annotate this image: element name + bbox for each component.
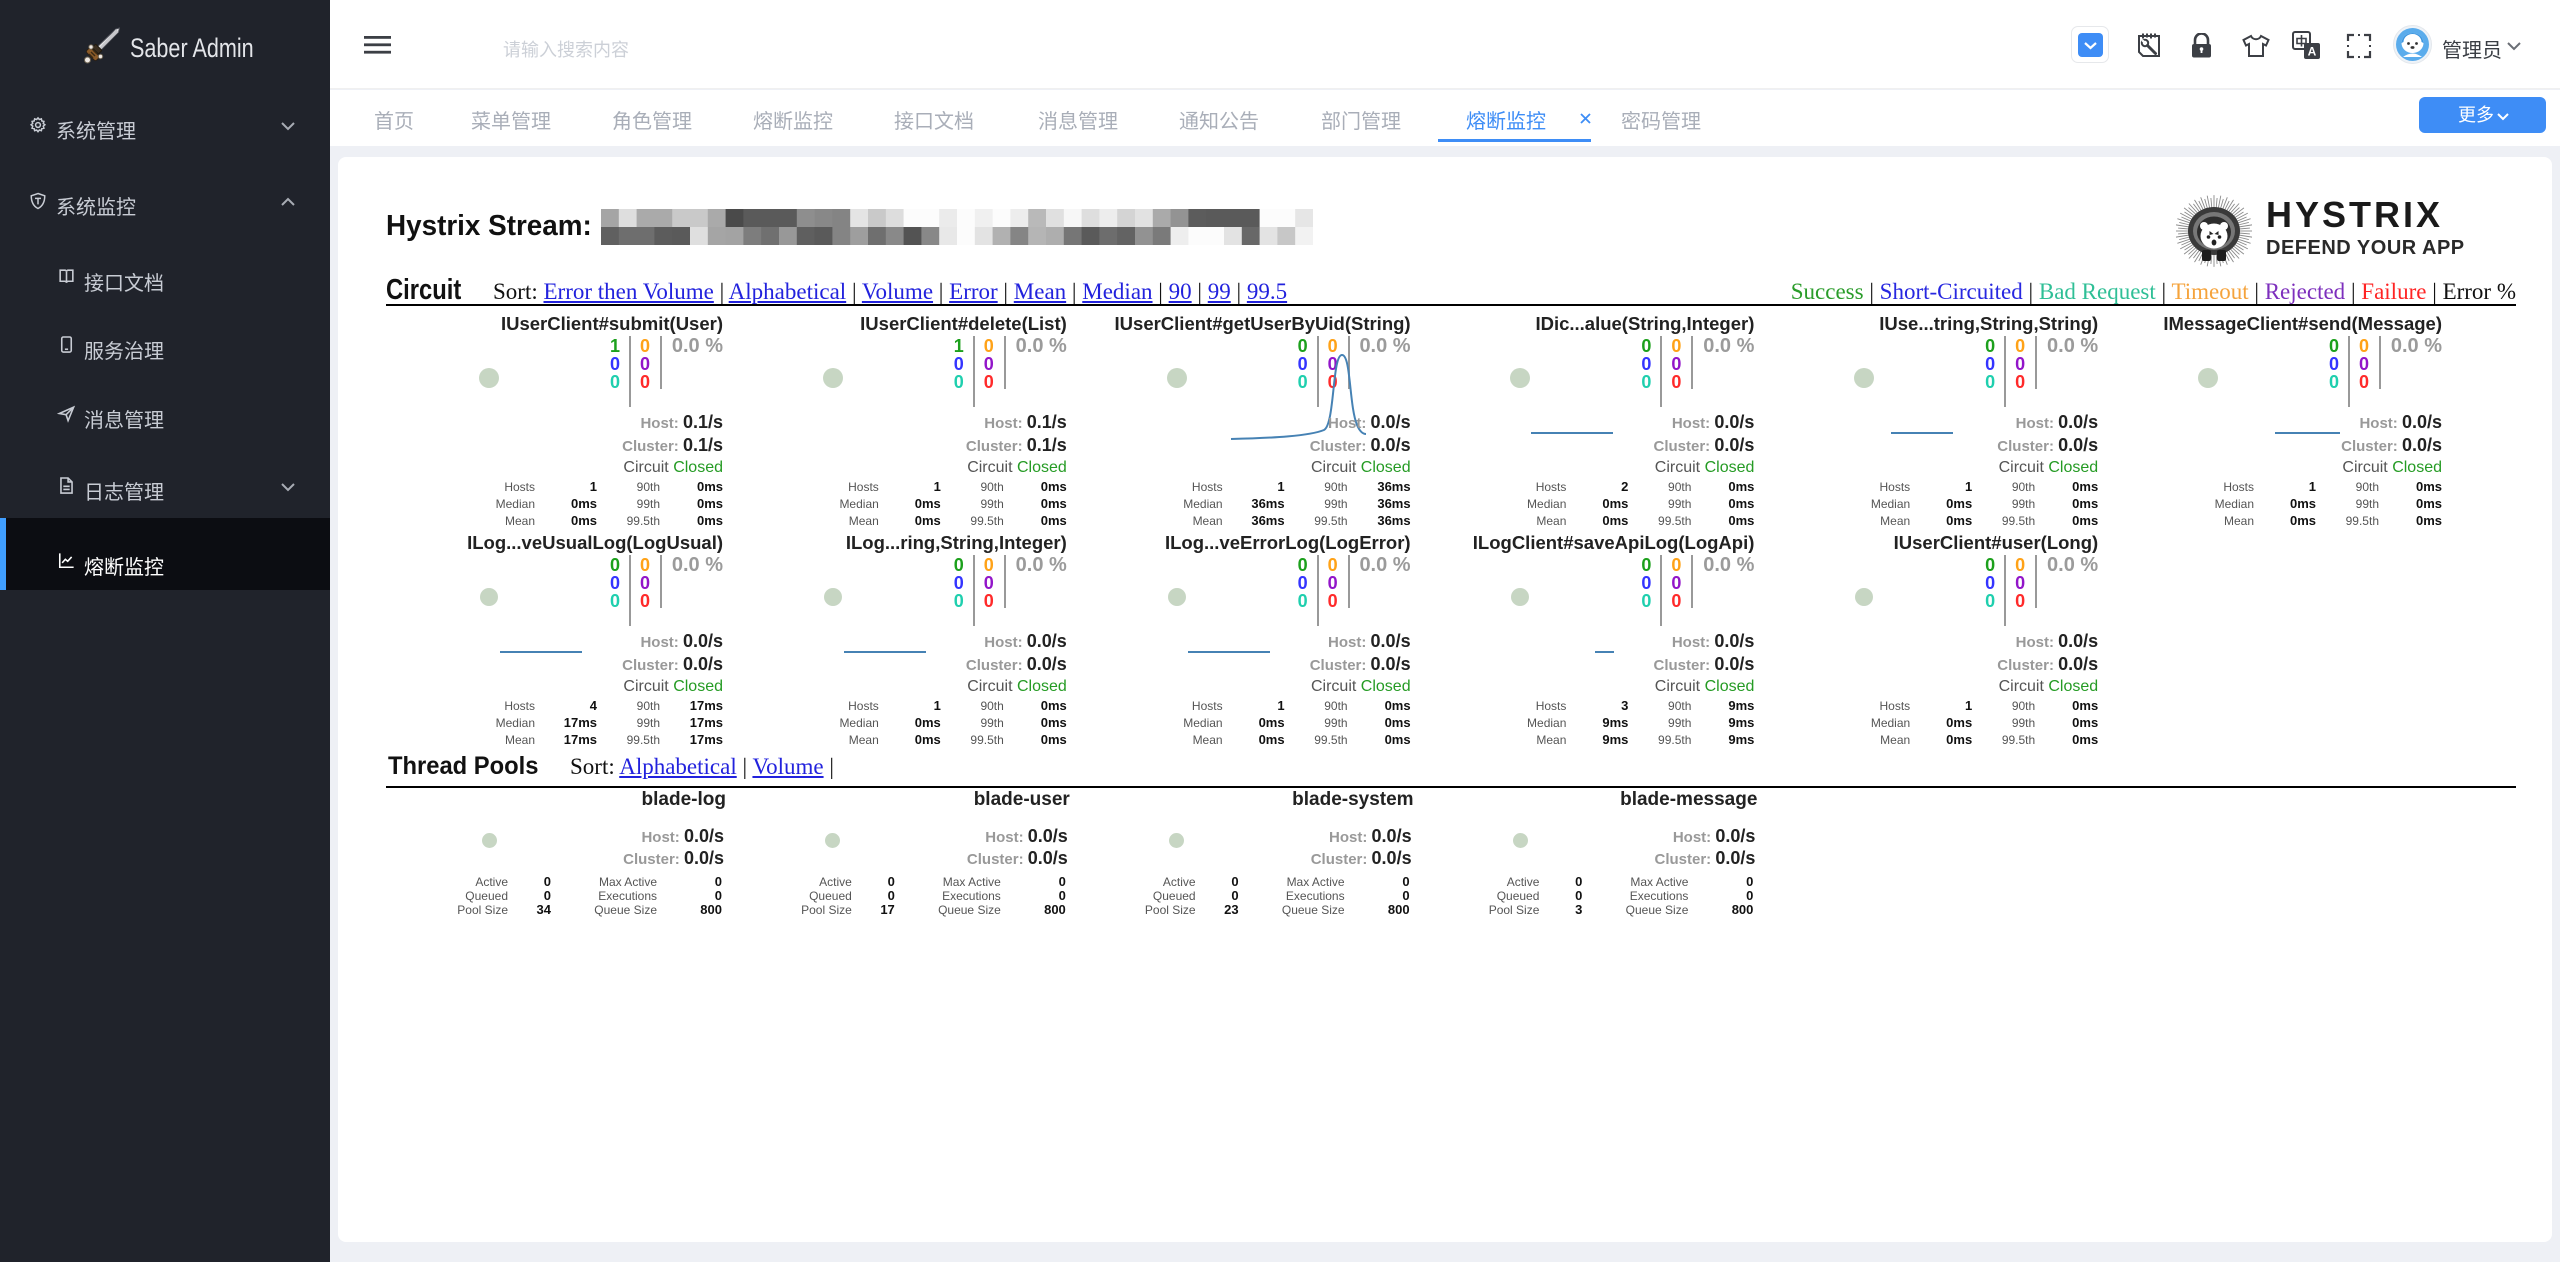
svg-text:A: A	[2308, 45, 2317, 59]
